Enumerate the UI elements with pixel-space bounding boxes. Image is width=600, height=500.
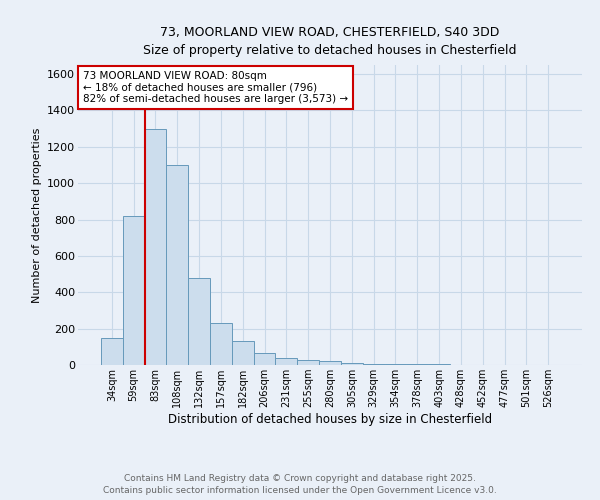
Bar — [188, 278, 210, 365]
Bar — [123, 216, 145, 365]
Title: 73, MOORLAND VIEW ROAD, CHESTERFIELD, S40 3DD
Size of property relative to detac: 73, MOORLAND VIEW ROAD, CHESTERFIELD, S4… — [143, 26, 517, 57]
Bar — [101, 338, 123, 365]
Y-axis label: Number of detached properties: Number of detached properties — [32, 128, 41, 302]
Text: Contains HM Land Registry data © Crown copyright and database right 2025.
Contai: Contains HM Land Registry data © Crown c… — [103, 474, 497, 495]
Bar — [406, 364, 428, 365]
Bar — [166, 165, 188, 365]
X-axis label: Distribution of detached houses by size in Chesterfield: Distribution of detached houses by size … — [168, 413, 492, 426]
Bar — [341, 363, 363, 365]
Bar — [254, 353, 275, 365]
Bar — [319, 362, 341, 365]
Bar — [275, 358, 297, 365]
Bar — [145, 128, 166, 365]
Bar — [210, 323, 232, 365]
Bar — [232, 342, 254, 365]
Bar — [297, 360, 319, 365]
Bar — [363, 364, 385, 365]
Text: 73 MOORLAND VIEW ROAD: 80sqm
← 18% of detached houses are smaller (796)
82% of s: 73 MOORLAND VIEW ROAD: 80sqm ← 18% of de… — [83, 71, 348, 104]
Bar — [428, 364, 450, 365]
Bar — [385, 364, 406, 365]
